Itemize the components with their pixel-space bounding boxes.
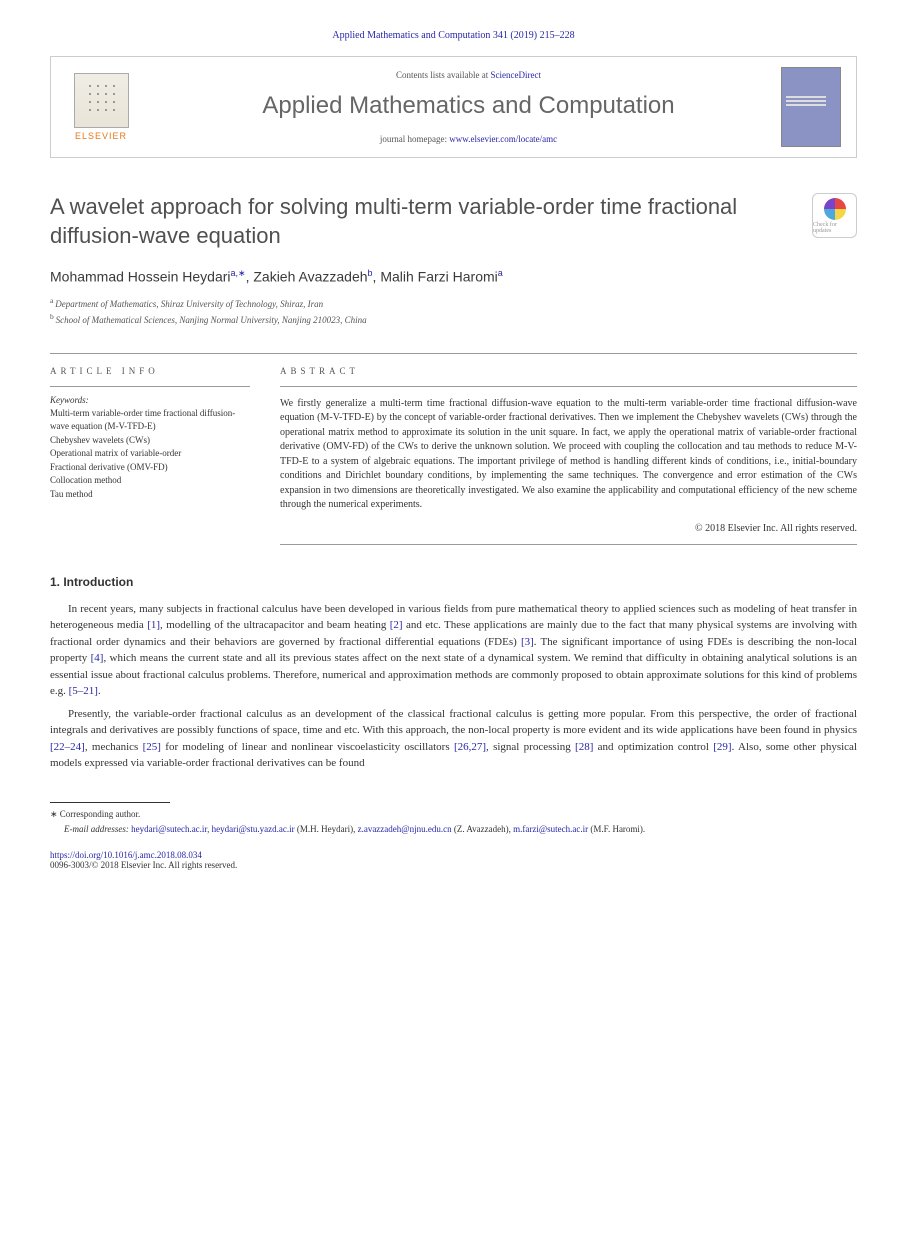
contents-prefix: Contents lists available at [396, 70, 490, 80]
author-name: Malih Farzi Haromi [380, 269, 497, 285]
ref-link[interactable]: [1] [147, 619, 160, 631]
ref-link[interactable]: [29] [713, 741, 731, 753]
abstract-label: ABSTRACT [280, 366, 857, 376]
journal-name: Applied Mathematics and Computation [156, 92, 781, 120]
keyword-item: Tau method [50, 488, 250, 502]
keyword-item: Fractional derivative (OMV-FD) [50, 461, 250, 475]
keyword-item: Chebyshev wavelets (CWs) [50, 434, 250, 448]
article-info-label: ARTICLE INFO [50, 366, 250, 376]
email-link[interactable]: z.avazzadeh@njnu.edu.cn [358, 824, 452, 834]
journal-reference[interactable]: Applied Mathematics and Computation 341 … [50, 30, 857, 41]
affiliation-line: b School of Mathematical Sciences, Nanji… [50, 311, 857, 328]
ref-link[interactable]: [2] [390, 619, 403, 631]
homepage-prefix: journal homepage: [380, 134, 449, 144]
keyword-item: Multi-term variable-order time fractiona… [50, 407, 250, 434]
ref-link[interactable]: [5–21] [69, 685, 98, 697]
divider [50, 386, 250, 387]
abstract-column: ABSTRACT We firstly generalize a multi-t… [280, 354, 857, 545]
section-heading-intro: 1. Introduction [50, 575, 857, 589]
affiliation-line: a Department of Mathematics, Shiraz Univ… [50, 295, 857, 312]
header-center: Contents lists available at ScienceDirec… [156, 70, 781, 144]
footnote-divider [50, 802, 170, 803]
crossmark-label: Check for updates [813, 222, 856, 234]
intro-paragraph-1: In recent years, many subjects in fracti… [50, 601, 857, 700]
intro-paragraph-2: Presently, the variable-order fractional… [50, 706, 857, 772]
abstract-copyright: © 2018 Elsevier Inc. All rights reserved… [280, 523, 857, 534]
ref-link[interactable]: [4] [91, 652, 104, 664]
keyword-item: Operational matrix of variable-order [50, 447, 250, 461]
email-link[interactable]: m.farzi@sutech.ac.ir [513, 824, 588, 834]
email-addresses: E-mail addresses: heydari@sutech.ac.ir, … [50, 823, 857, 837]
title-row: A wavelet approach for solving multi-ter… [50, 193, 857, 250]
text: and optimization control [593, 741, 713, 753]
author-name: Mohammad Hossein Heydari [50, 269, 231, 285]
elsevier-tree-icon [74, 73, 129, 128]
text: , signal processing [486, 741, 575, 753]
author-affil-sup: a [498, 268, 503, 278]
text: , modelling of the ultracapacitor and be… [160, 619, 390, 631]
ref-link[interactable]: [25] [143, 741, 161, 753]
homepage-line: journal homepage: www.elsevier.com/locat… [156, 134, 781, 144]
email-link[interactable]: heydari@stu.yazd.ac.ir [212, 824, 295, 834]
contents-available: Contents lists available at ScienceDirec… [156, 70, 781, 80]
elsevier-logo[interactable]: ELSEVIER [66, 67, 136, 147]
doi-link[interactable]: https://doi.org/10.1016/j.amc.2018.08.03… [50, 850, 202, 860]
abstract-text: We firstly generalize a multi-term time … [280, 397, 857, 513]
article-info-column: ARTICLE INFO Keywords: Multi-term variab… [50, 354, 250, 545]
keywords-list: Multi-term variable-order time fractiona… [50, 407, 250, 502]
author-name: Zakieh Avazzadeh [253, 269, 367, 285]
text: , which means the current state and all … [50, 652, 857, 697]
email-label: E-mail addresses: [64, 824, 131, 834]
text: for modeling of linear and nonlinear vis… [161, 741, 454, 753]
divider [280, 386, 857, 387]
ref-link[interactable]: [22–24] [50, 741, 85, 753]
journal-header-box: ELSEVIER Contents lists available at Sci… [50, 56, 857, 158]
sciencedirect-link[interactable]: ScienceDirect [491, 70, 541, 80]
text: , mechanics [85, 741, 143, 753]
keywords-label: Keywords: [50, 395, 250, 405]
issn-copyright: 0096-3003/© 2018 Elsevier Inc. All right… [50, 860, 237, 870]
info-abstract-row: ARTICLE INFO Keywords: Multi-term variab… [50, 354, 857, 545]
text: . [98, 685, 101, 697]
text: Presently, the variable-order fractional… [50, 708, 857, 737]
ref-link[interactable]: [28] [575, 741, 593, 753]
email-link[interactable]: heydari@sutech.ac.ir [131, 824, 207, 834]
corresponding-author: ∗ Corresponding author. [50, 809, 857, 820]
crossmark-badge[interactable]: Check for updates [812, 193, 857, 238]
article-title: A wavelet approach for solving multi-ter… [50, 193, 792, 250]
divider [280, 544, 857, 545]
crossmark-icon [824, 198, 846, 220]
homepage-link[interactable]: www.elsevier.com/locate/amc [449, 134, 557, 144]
affiliations: a Department of Mathematics, Shiraz Univ… [50, 295, 857, 328]
author-affil-sup: a,∗ [231, 268, 246, 278]
journal-cover-thumbnail[interactable] [781, 67, 841, 147]
keyword-item: Collocation method [50, 474, 250, 488]
elsevier-text: ELSEVIER [75, 131, 127, 141]
ref-link[interactable]: [3] [521, 636, 534, 648]
author-affil-sup: b [368, 268, 373, 278]
ref-link[interactable]: [26,27] [454, 741, 486, 753]
doi-block: https://doi.org/10.1016/j.amc.2018.08.03… [50, 850, 857, 870]
authors-line: Mohammad Hossein Heydaria,∗, Zakieh Avaz… [50, 268, 857, 285]
